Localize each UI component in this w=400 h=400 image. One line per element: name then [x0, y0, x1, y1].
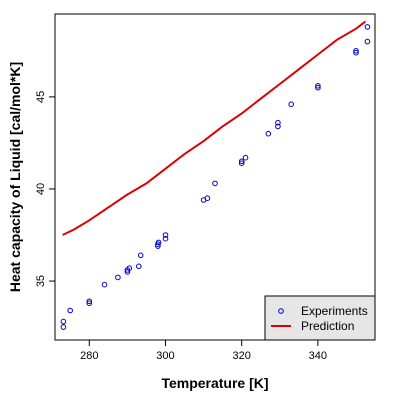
- experiment-point: [242, 154, 249, 161]
- experiment-point: [126, 265, 133, 272]
- experiment-point: [162, 235, 169, 242]
- y-tick-label: 40: [35, 183, 47, 195]
- legend-point-swatch: [278, 308, 284, 314]
- experiment-point: [238, 160, 245, 166]
- experiment-point: [315, 83, 321, 89]
- experiment-point: [155, 239, 162, 246]
- prediction-line: [62, 20, 367, 236]
- y-ticks: 35 40 45: [35, 91, 55, 287]
- legend-label: Prediction: [301, 319, 354, 333]
- experiment-point: [136, 263, 142, 270]
- experiment-point: [67, 307, 73, 314]
- experiment-point: [137, 252, 144, 259]
- plot-frame: [54, 13, 376, 341]
- y-tick-label: 45: [35, 91, 47, 103]
- x-axis-title: Temperature [K]: [161, 375, 268, 391]
- experiment-point: [212, 180, 218, 187]
- x-tick-label: 280: [80, 350, 98, 362]
- x-tick-label: 320: [232, 350, 250, 362]
- experiment-point: [364, 24, 371, 30]
- experiment-point: [60, 324, 67, 330]
- experiment-point: [238, 158, 245, 165]
- experiment-point: [275, 123, 281, 130]
- experiment-point: [86, 300, 93, 307]
- experiment-point: [315, 84, 321, 91]
- experiment-point: [60, 318, 67, 325]
- y-axis-title: Heat capacity of Liquid [cal/mol*K]: [7, 62, 23, 292]
- experiment-point: [115, 274, 121, 281]
- experiment-point: [162, 232, 169, 238]
- experiment-point: [353, 48, 359, 54]
- x-tick-label: 300: [156, 350, 174, 362]
- experiment-point: [353, 49, 359, 56]
- experiment-point: [86, 298, 93, 305]
- x-tick-label: 340: [309, 350, 327, 362]
- experiment-point: [155, 243, 161, 249]
- series-layer: [60, 20, 371, 330]
- y-tick-label: 35: [35, 275, 47, 287]
- legend-label: Experiments: [301, 304, 368, 318]
- experiment-point: [204, 195, 211, 201]
- experiment-point: [101, 281, 108, 288]
- experiment-point: [364, 38, 371, 45]
- legend-box: [264, 295, 376, 341]
- experiment-point: [265, 130, 272, 137]
- experiment-point: [288, 101, 295, 107]
- experiment-point: [275, 119, 281, 126]
- x-ticks: 280 300 320 340: [80, 340, 327, 362]
